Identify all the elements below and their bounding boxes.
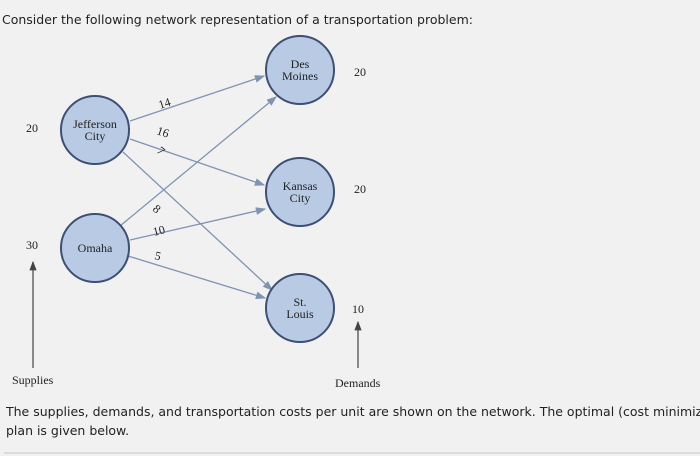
edge-cost: 8	[150, 202, 164, 217]
node-amount: 20	[26, 121, 38, 135]
node-label: Kansas	[283, 179, 318, 193]
question-title: Consider the following network represent…	[2, 12, 473, 27]
edge	[119, 96, 278, 227]
body-text: The supplies, demands, and transportatio…	[5, 404, 700, 419]
node-amount: 20	[354, 182, 366, 196]
edge-cost: 10	[151, 222, 166, 238]
demands-label: Demands	[335, 376, 381, 390]
edge-cost: 5	[153, 248, 162, 263]
edges	[119, 75, 278, 300]
node-amount: 20	[354, 65, 366, 79]
node	[265, 273, 335, 343]
supplies-label: Supplies	[12, 373, 54, 387]
node-label: Jefferson	[73, 117, 117, 131]
node	[265, 35, 335, 105]
node-amount: 30	[26, 238, 38, 252]
node-label: Louis	[286, 307, 314, 321]
node	[60, 95, 130, 165]
node-label: City	[290, 191, 311, 205]
edge	[127, 255, 267, 300]
edge-cost: 16	[155, 124, 171, 141]
node-label: Moines	[282, 69, 318, 83]
node	[60, 213, 130, 283]
edge	[129, 75, 266, 122]
node-label: Omaha	[78, 241, 113, 255]
node	[265, 157, 335, 227]
node-label: City	[85, 129, 106, 143]
edge	[122, 151, 273, 291]
node-label: St.	[293, 295, 306, 309]
edge-cost: 14	[157, 95, 173, 112]
edge	[129, 207, 267, 241]
body-text: plan is given below.	[6, 423, 129, 438]
node-label: Des	[291, 57, 310, 71]
node-amount: 10	[352, 302, 364, 316]
